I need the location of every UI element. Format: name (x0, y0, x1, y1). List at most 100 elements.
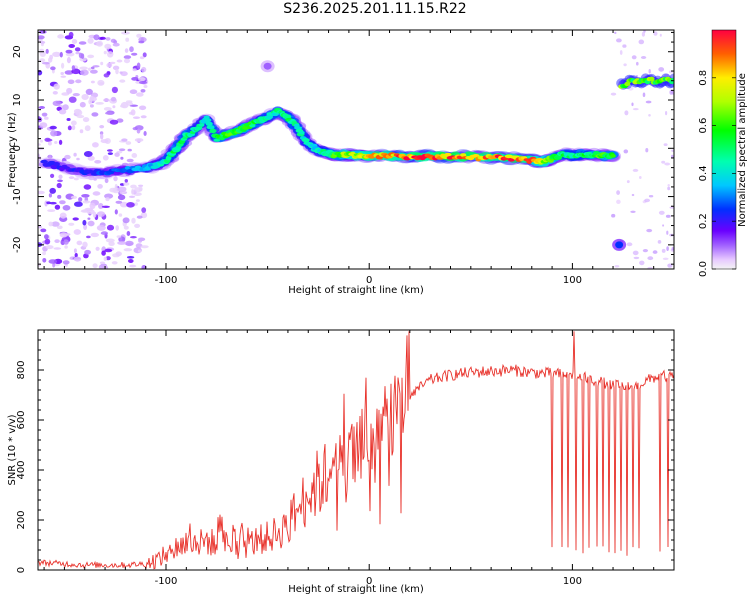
feature-core (263, 62, 272, 70)
noise-speckle (641, 31, 646, 37)
noise-speckle (105, 197, 110, 202)
ridge-blob (249, 124, 256, 128)
noise-speckle (75, 109, 83, 116)
noise-speckle (92, 65, 100, 68)
snr-ylabel: SNR (10 * v/v) (7, 414, 18, 485)
noise-speckle (126, 231, 131, 236)
noise-speckle (127, 148, 132, 152)
noise-speckle (59, 212, 67, 219)
noise-speckle (115, 225, 119, 231)
y-tick-label: 10 (12, 94, 23, 107)
noise-speckle (92, 191, 101, 196)
noise-speckle (99, 36, 106, 40)
ridge-blob (472, 154, 480, 158)
noise-speckle (90, 232, 100, 238)
noise-speckle (46, 138, 53, 142)
noise-speckle (105, 238, 115, 243)
noise-speckle (616, 38, 622, 43)
noise-speckle (59, 232, 68, 238)
noise-speckle (63, 239, 69, 245)
noise-speckle (58, 139, 63, 145)
noise-speckle (131, 52, 138, 56)
noise-speckle (107, 51, 114, 58)
colorbar-tick-label: 0.0 (698, 261, 709, 277)
noise-speckle (104, 43, 112, 50)
noise-speckle (104, 193, 114, 199)
noise-speckle (139, 105, 147, 111)
noise-speckle (636, 61, 639, 66)
noise-speckle (88, 175, 95, 181)
noise-speckle (622, 44, 627, 48)
feature-core (648, 76, 655, 82)
y-tick-label: 400 (16, 460, 27, 479)
ridge-blob (294, 126, 303, 130)
noise-speckle (138, 186, 143, 192)
noise-speckle (42, 258, 47, 263)
noise-speckle (647, 266, 653, 269)
noise-speckle (59, 200, 66, 205)
colorbar-ticks: 0.0 0.2 0.4 0.6 0.8 (698, 70, 736, 277)
noise-speckle (84, 249, 91, 255)
noise-speckle (71, 125, 76, 131)
noise-speckle (125, 240, 134, 247)
noise-speckle (76, 157, 80, 161)
noise-speckle (100, 231, 108, 235)
noise-speckle (136, 62, 141, 69)
noise-speckle (93, 178, 97, 181)
snr-marks (38, 331, 674, 570)
noise-speckle (78, 41, 87, 45)
x-tick-label: 100 (563, 576, 582, 587)
ridge-blob (204, 118, 212, 123)
noise-speckle (645, 100, 652, 104)
noise-speckle (110, 96, 117, 102)
noise-speckle (121, 162, 129, 167)
noise-speckle (138, 40, 145, 44)
noise-speckle (94, 160, 102, 164)
feature-core (615, 241, 624, 249)
noise-speckle (60, 75, 67, 78)
noise-speckle (79, 57, 87, 62)
y-tick-label: 20 (12, 45, 23, 58)
noise-speckle (139, 56, 145, 60)
noise-speckle (120, 156, 124, 160)
noise-speckle (136, 33, 142, 38)
noise-speckle (68, 44, 75, 48)
spectrogram-frame (37, 29, 675, 270)
noise-speckle (67, 79, 75, 85)
chart-title: S236.2025.201.11.15.R22 (283, 1, 467, 17)
noise-speckle (48, 57, 53, 63)
noise-speckle (125, 37, 130, 42)
noise-speckle (117, 194, 126, 201)
noise-speckle (86, 235, 91, 239)
noise-speckle (112, 105, 116, 109)
noise-speckle (131, 77, 139, 81)
noise-speckle (105, 111, 112, 115)
noise-speckle (665, 111, 668, 116)
noise-speckle (138, 77, 146, 82)
ridge-blob (53, 162, 60, 167)
noise-speckle (54, 141, 58, 144)
noise-speckle (66, 87, 73, 94)
noise-speckle (130, 109, 136, 116)
noise-speckle (115, 251, 122, 257)
noise-speckle (96, 224, 106, 231)
noise-speckle (48, 259, 58, 264)
ridge-blob (209, 128, 217, 134)
noise-speckle (45, 245, 54, 250)
noise-speckle (645, 148, 649, 153)
noise-speckle (82, 117, 90, 123)
noise-speckle (64, 154, 71, 160)
noise-speckle (87, 220, 95, 227)
noise-speckle (138, 184, 144, 187)
noise-speckle (62, 205, 71, 211)
noise-speckle (639, 176, 642, 179)
noise-speckle (90, 69, 98, 74)
noise-speckle (49, 125, 57, 130)
ridge-blob (205, 121, 213, 127)
noise-speckle (100, 61, 104, 66)
noise-speckle (87, 37, 94, 44)
noise-speckle (129, 89, 138, 94)
noise-speckle (131, 217, 136, 224)
noise-speckle (90, 80, 95, 84)
